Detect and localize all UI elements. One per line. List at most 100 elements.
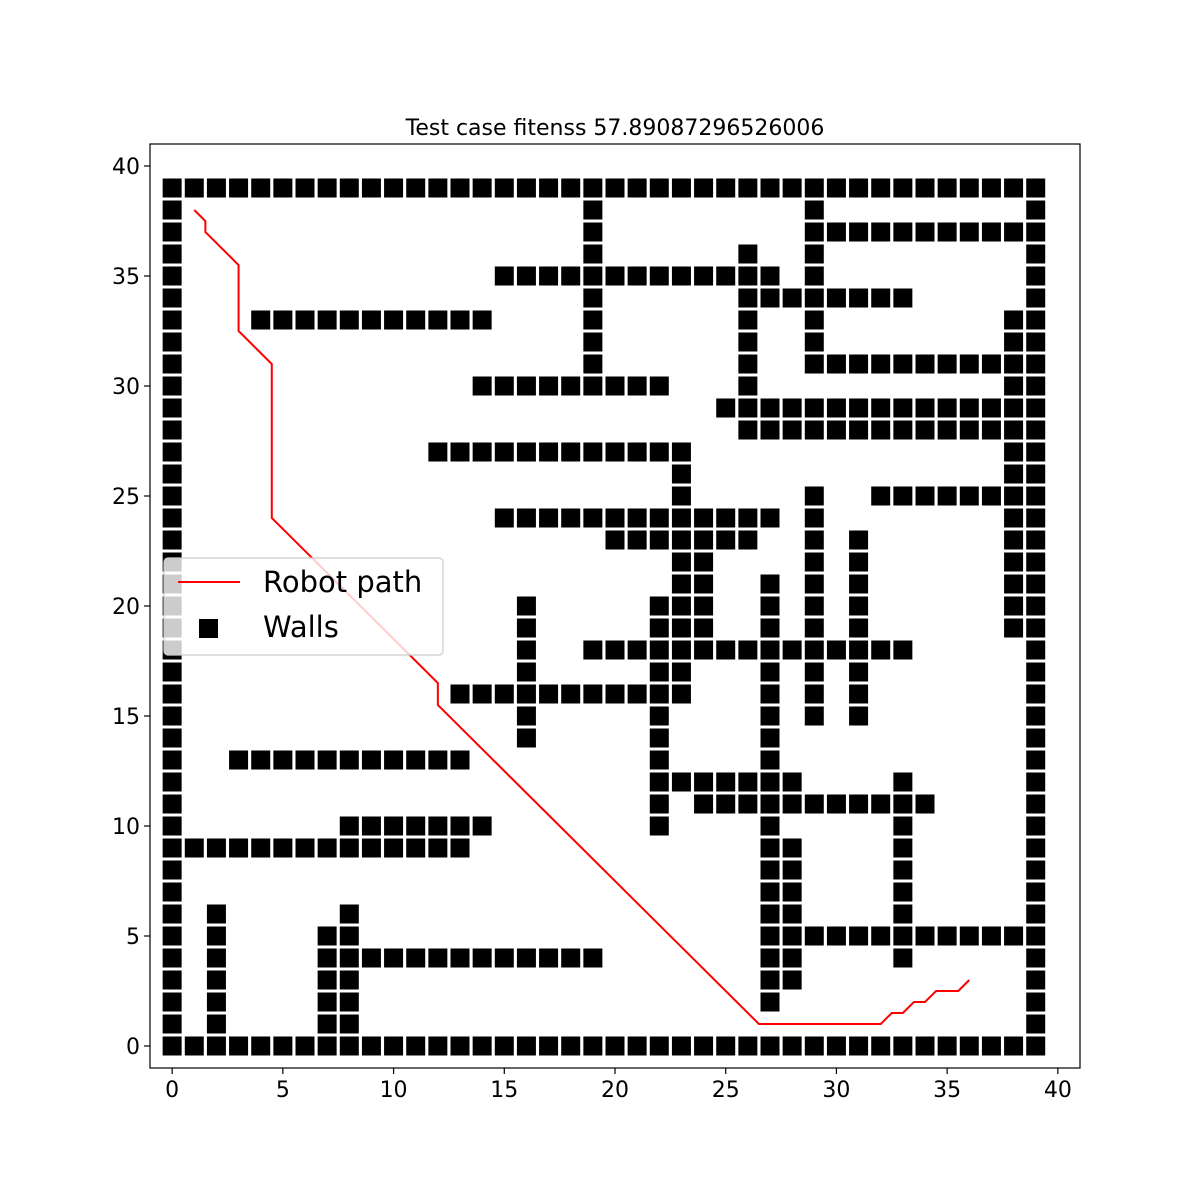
wall-marker (738, 332, 758, 352)
wall-marker (671, 662, 691, 682)
wall-marker (583, 288, 603, 308)
wall-marker (339, 750, 359, 770)
wall-marker (583, 508, 603, 528)
wall-marker (716, 794, 736, 814)
wall-marker (1026, 838, 1046, 858)
wall-marker (671, 618, 691, 638)
wall-marker (1026, 926, 1046, 946)
wall-marker (893, 794, 913, 814)
wall-marker (649, 684, 669, 704)
wall-marker (273, 178, 293, 198)
wall-marker (494, 508, 514, 528)
wall-marker (760, 904, 780, 924)
wall-marker (738, 530, 758, 550)
wall-marker (339, 838, 359, 858)
wall-marker (627, 178, 647, 198)
legend-walls-swatch (199, 619, 218, 638)
wall-marker (206, 838, 226, 858)
wall-marker (251, 750, 271, 770)
wall-marker (450, 838, 470, 858)
wall-marker (1026, 552, 1046, 572)
wall-marker (494, 948, 514, 968)
wall-marker (760, 992, 780, 1012)
wall-marker (871, 420, 891, 440)
wall-marker (760, 398, 780, 418)
wall-marker (1004, 376, 1024, 396)
wall-marker (1004, 354, 1024, 374)
wall-marker (273, 1036, 293, 1056)
wall-marker (849, 222, 869, 242)
wall-marker (804, 640, 824, 660)
x-tick-label: 25 (712, 1078, 740, 1103)
wall-marker (162, 860, 182, 880)
wall-marker (1026, 662, 1046, 682)
wall-marker (339, 970, 359, 990)
wall-marker (428, 1036, 448, 1056)
wall-marker (738, 266, 758, 286)
wall-marker (716, 508, 736, 528)
wall-marker (1026, 200, 1046, 220)
wall-marker (804, 222, 824, 242)
wall-marker (782, 838, 802, 858)
wall-marker (915, 178, 935, 198)
wall-marker (384, 750, 404, 770)
x-tick-label: 10 (380, 1078, 408, 1103)
wall-marker (871, 398, 891, 418)
wall-marker (782, 640, 802, 660)
wall-marker (361, 948, 381, 968)
y-tick-label: 20 (112, 595, 140, 620)
wall-marker (162, 728, 182, 748)
wall-marker (605, 178, 625, 198)
wall-marker (649, 596, 669, 616)
wall-marker (804, 1036, 824, 1056)
wall-marker (605, 376, 625, 396)
wall-marker (206, 1036, 226, 1056)
wall-marker (162, 992, 182, 1012)
wall-marker (162, 882, 182, 902)
wall-marker (162, 838, 182, 858)
wall-marker (583, 442, 603, 462)
y-tick-label: 35 (112, 265, 140, 290)
wall-marker (206, 926, 226, 946)
x-tick-label: 20 (601, 1078, 629, 1103)
wall-marker (649, 794, 669, 814)
wall-marker (1004, 332, 1024, 352)
x-tick-label: 30 (822, 1078, 850, 1103)
wall-marker (716, 530, 736, 550)
wall-marker (760, 794, 780, 814)
wall-marker (450, 816, 470, 836)
wall-marker (561, 684, 581, 704)
wall-marker (162, 464, 182, 484)
wall-marker (1026, 266, 1046, 286)
wall-marker (361, 750, 381, 770)
wall-marker (1026, 398, 1046, 418)
wall-marker (1026, 728, 1046, 748)
wall-marker (804, 794, 824, 814)
wall-marker (539, 178, 559, 198)
wall-marker (561, 266, 581, 286)
wall-marker (849, 926, 869, 946)
wall-marker (871, 178, 891, 198)
wall-marker (162, 1036, 182, 1056)
wall-marker (516, 640, 536, 660)
wall-marker (760, 266, 780, 286)
wall-marker (738, 244, 758, 264)
wall-marker (871, 1036, 891, 1056)
wall-marker (782, 178, 802, 198)
wall-marker (893, 354, 913, 374)
wall-marker (804, 684, 824, 704)
wall-marker (981, 354, 1001, 374)
wall-marker (1004, 398, 1024, 418)
wall-marker (694, 574, 714, 594)
wall-marker (782, 904, 802, 924)
wall-marker (295, 1036, 315, 1056)
wall-marker (162, 948, 182, 968)
wall-marker (384, 1036, 404, 1056)
chart-title: Test case fitenss 57.89087296526006 (405, 116, 825, 141)
wall-marker (516, 376, 536, 396)
wall-marker (583, 222, 603, 242)
wall-marker (915, 354, 935, 374)
wall-marker (295, 310, 315, 330)
wall-marker (760, 970, 780, 990)
